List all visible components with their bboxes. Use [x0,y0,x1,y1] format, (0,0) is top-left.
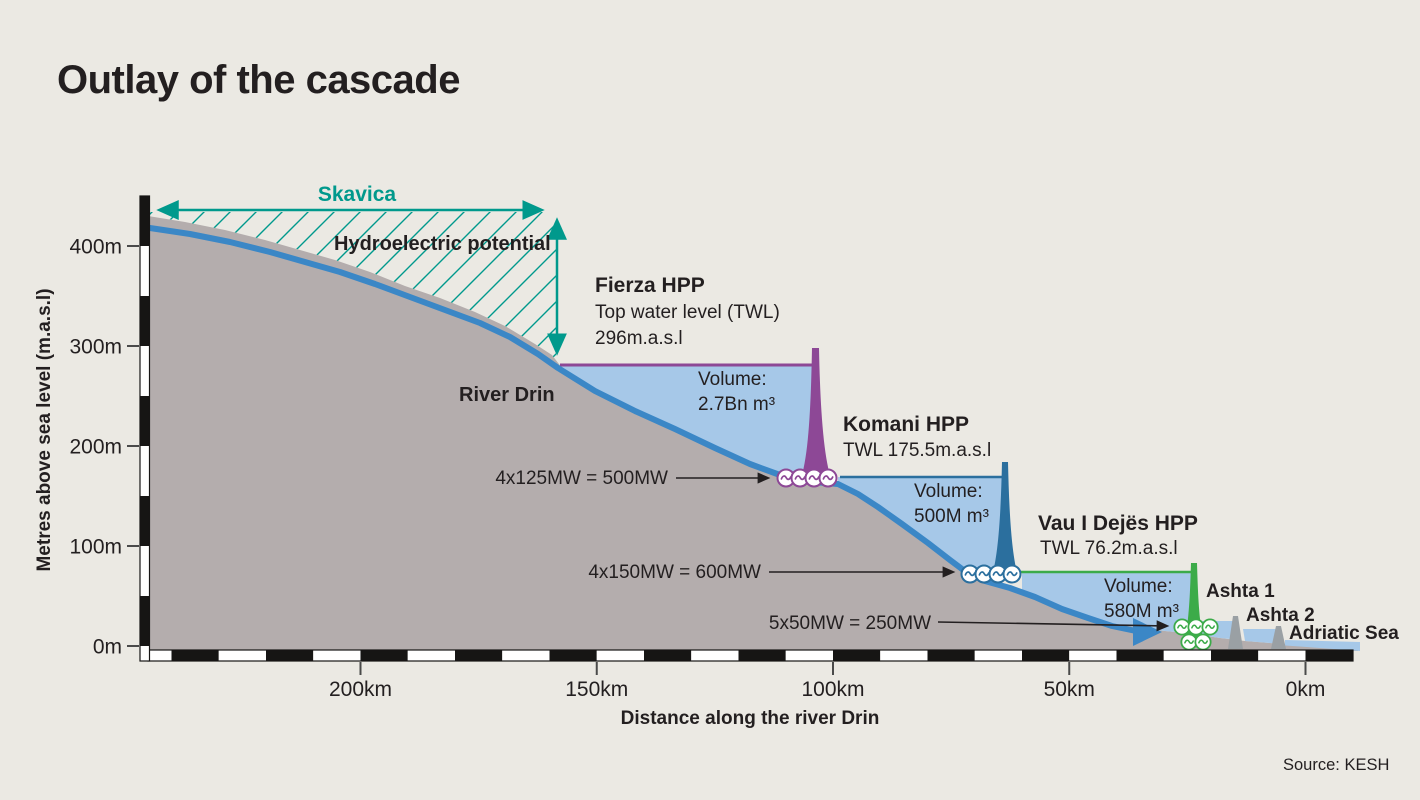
turbine-icon [1194,633,1212,651]
komani-name: Komani HPP [843,413,969,436]
vau-twl: TWL 76.2m.a.s.l [1040,538,1178,559]
fierza-reservoir [560,365,818,481]
x-axis-ticks [359,662,1307,675]
x-axis-title: Distance along the river Drin [621,708,880,729]
komani-twl: TWL 175.5m.a.s.l [843,440,991,461]
y-tick-400: 400m [69,236,122,259]
vau-volume-label: Volume: [1104,576,1173,597]
fierza-volume-label: Volume: [698,369,767,390]
komani-turbines [960,564,1022,584]
skavica-label: Skavica [318,183,397,206]
x-tick-100km: 100km [801,678,864,701]
river-drin-line [147,225,1139,634]
y-tick-200: 200m [69,436,122,459]
river-drin-label: River Drin [459,384,555,406]
y-axis-title: Metres above sea level (m.a.s.l) [34,288,55,571]
komani-volume-value: 500M m³ [914,506,989,527]
komani-capacity-label: 4x150MW = 600MW [588,562,761,583]
y-tick-300: 300m [69,336,122,359]
x-tick-0km: 0km [1286,678,1326,701]
ashta1-dam [1228,616,1243,649]
y-tick-0: 0m [93,636,122,659]
fierza-twl-label: Top water level (TWL) [595,302,780,323]
turbine-icon [818,468,838,488]
turbine-icon [1002,564,1022,584]
komani-dam [991,462,1019,579]
ashta2-label: Ashta 2 [1246,605,1315,626]
skavica-hatched-area [150,212,556,366]
fierza-turbines [776,468,838,488]
source-credit: Source: KESH [1283,756,1389,774]
x-tick-200km: 200km [329,678,392,701]
vau-volume-value: 580M m³ [1104,601,1179,622]
ashta1-label: Ashta 1 [1206,581,1275,602]
y-tick-100: 100m [69,536,122,559]
x-tick-150km: 150km [565,678,628,701]
fierza-capacity-label: 4x125MW = 500MW [495,468,668,489]
x-axis-scale-bar [147,649,1354,662]
y-axis-ticks [127,245,139,647]
ashta2-dam [1271,626,1286,649]
vau-capacity-arrow [937,620,1170,632]
page-title: Outlay of the cascade [57,58,460,102]
fierza-volume-value: 2.7Bn m³ [698,394,775,415]
vau-capacity-label: 5x50MW = 250MW [769,613,931,634]
y-axis-scale-bar [139,195,151,662]
turbine-icon [1201,618,1219,636]
komani-reservoir [838,477,1008,579]
fierza-dam [800,348,832,481]
capacity-arrows [676,472,1170,632]
turbine-icon [1187,618,1205,636]
fierza-twl-value: 296m.a.s.l [595,328,683,349]
hydro-potential-label: Hydroelectric potential [334,233,551,255]
terrain-profile [148,216,1358,651]
adriatic-sea-label: Adriatic Sea [1289,623,1399,644]
vau-name: Vau I Dejës HPP [1038,512,1198,535]
komani-volume-label: Volume: [914,481,983,502]
vau-reservoir [1022,572,1197,634]
fierza-name: Fierza HPP [595,274,705,297]
adriatic-sea-water [1285,640,1360,651]
turbine-icon [1180,633,1198,651]
x-tick-50km: 50km [1044,678,1095,701]
